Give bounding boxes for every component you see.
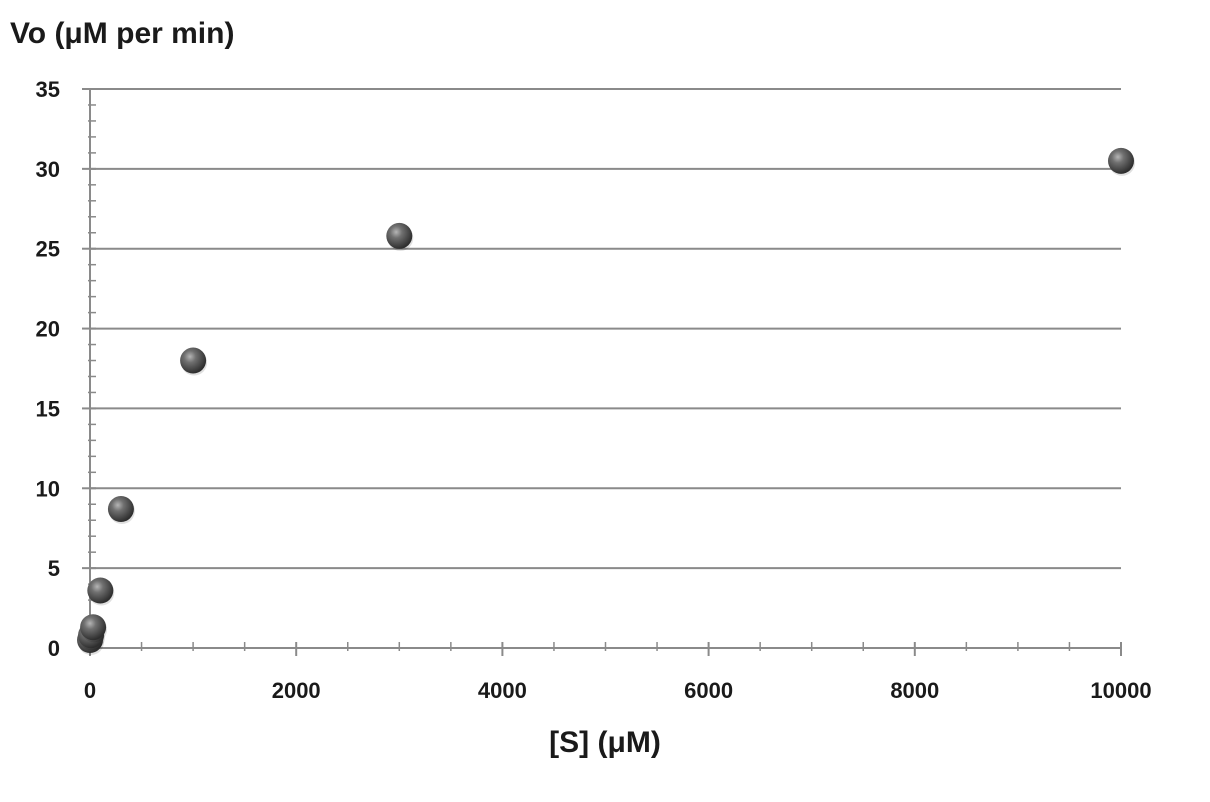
data-points — [77, 147, 1135, 656]
data-point — [107, 496, 134, 523]
y-tick-label: 30 — [36, 157, 60, 182]
data-point — [180, 347, 207, 374]
y-tick-label: 35 — [36, 77, 60, 102]
y-tick-label: 25 — [36, 237, 60, 262]
x-tick-label: 8000 — [890, 678, 939, 703]
axes — [82, 88, 1122, 656]
data-point — [87, 577, 114, 604]
x-tick-label: 10000 — [1090, 678, 1151, 703]
x-tick-label: 0 — [84, 678, 96, 703]
y-tick-label: 10 — [36, 476, 60, 501]
gridlines — [90, 88, 1121, 570]
data-point — [386, 222, 413, 249]
x-axis-title: [S] (μM) — [549, 726, 661, 759]
y-axis-title: Vo (μM per min) — [10, 17, 234, 50]
y-tick-label: 15 — [36, 396, 60, 421]
y-tick-label: 0 — [48, 636, 60, 661]
y-tick-label: 20 — [36, 317, 60, 342]
tick-labels: 0 5 10 15 20 25 30 35 0 2000 4000 6000 8000 10000 — [36, 77, 1152, 703]
x-tick-label: 4000 — [478, 678, 527, 703]
x-tick-label: 2000 — [272, 678, 321, 703]
data-point — [80, 614, 107, 641]
x-tick-label: 6000 — [684, 678, 733, 703]
y-tick-label: 5 — [48, 556, 60, 581]
data-point — [1108, 147, 1134, 174]
